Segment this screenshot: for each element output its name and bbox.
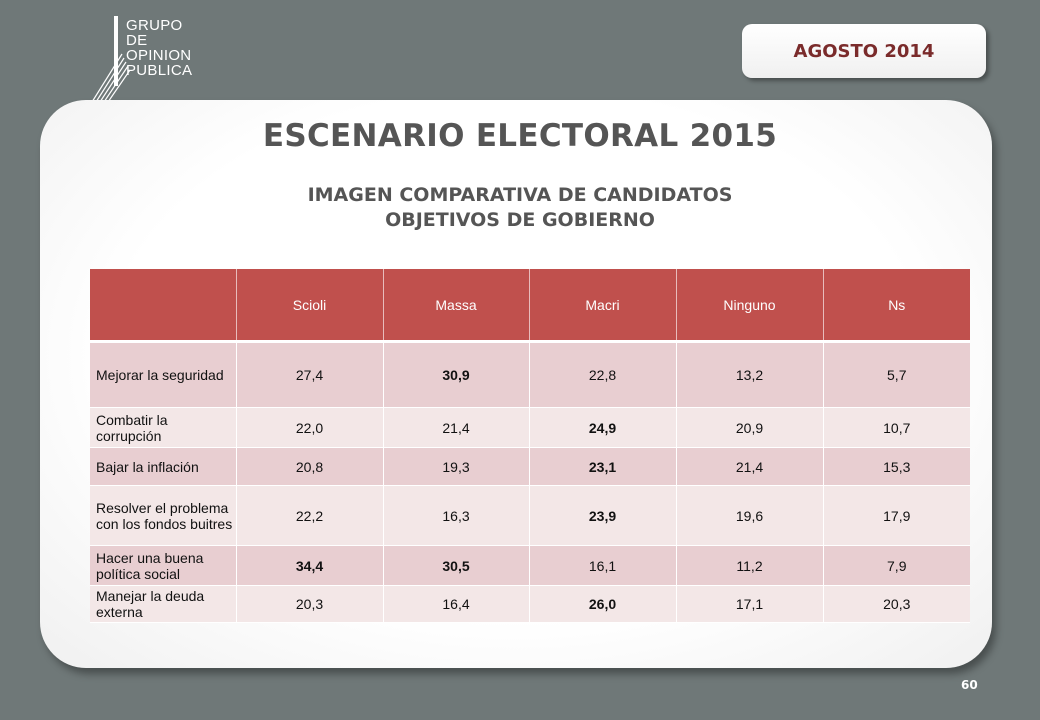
header-cell-ns: Ns [823,269,970,343]
value-cell: 23,9 [529,485,677,546]
value-cell: 22,0 [236,407,384,448]
value-cell: 13,2 [676,341,824,408]
row-label: Mejorar la seguridad [90,341,237,408]
table-row: Resolver el problema con los fondos buit… [90,485,970,546]
table-row: Mejorar la seguridad 27,4 30,9 22,8 13,2 5,7 [90,341,970,408]
value-cell: 21,4 [676,447,824,486]
value-cell: 20,3 [823,585,970,623]
table-row: Manejar la deuda externa 20,3 16,4 26,0 17,1… [90,585,970,623]
value-cell: 5,7 [823,341,970,408]
logo-line: OPINION [126,47,192,64]
logo-line: PUBLICA [126,62,193,79]
value-cell: 24,9 [529,407,677,448]
row-label: Bajar la inflación [90,447,237,486]
value-cell: 22,8 [529,341,677,408]
date-badge: AGOSTO 2014 [742,24,986,78]
row-label: Resolver el problema con los fondos buit… [90,485,237,546]
table-row: Bajar la inflación 20,8 19,3 23,1 21,4 15,3 [90,447,970,486]
value-cell: 34,4 [236,545,384,586]
value-cell: 30,9 [383,341,530,408]
header-cell-scioli: Scioli [236,269,384,343]
value-cell: 16,1 [529,545,677,586]
value-cell: 16,3 [383,485,530,546]
value-cell: 21,4 [383,407,530,448]
logo-bar [114,16,118,86]
row-label: Combatir la corrupción [90,407,237,448]
value-cell: 30,5 [383,545,530,586]
page-number: 60 [961,678,978,692]
page-title: ESCENARIO ELECTORAL 2015 [262,118,778,154]
value-cell: 16,4 [383,585,530,623]
logo-line: GRUPO [126,17,183,34]
row-label: Hacer una buena política social [90,545,237,586]
header-cell-massa: Massa [383,269,530,343]
subtitle-goals: OBJETIVOS DE GOBIERNO [385,209,655,231]
value-cell: 20,9 [676,407,824,448]
value-cell: 19,3 [383,447,530,486]
value-cell: 7,9 [823,545,970,586]
header-cell-macri: Macri [529,269,677,343]
header-cell-empty [90,269,237,343]
table-row: Hacer una buena política social 34,4 30,5 1… [90,545,970,586]
value-cell: 17,9 [823,485,970,546]
logo-text: GRUPO DE OPINION PUBLICA [126,18,192,78]
value-cell: 23,1 [529,447,677,486]
table-body: Mejorar la seguridad 27,4 30,9 22,8 13,2 5,7 … [90,341,970,623]
value-cell: 10,7 [823,407,970,448]
table-row: Combatir la corrupción 22,0 21,4 24,9 20,9 10… [90,407,970,448]
value-cell: 19,6 [676,485,824,546]
value-cell: 17,1 [676,585,824,623]
subtitle-comparison: IMAGEN COMPARATIVA DE CANDIDATOS [307,184,733,206]
logo-line: DE [126,32,148,49]
candidates-table: Scioli Massa Macri Ninguno Ns Mejorar la… [90,269,970,623]
row-label: Manejar la deuda externa [90,585,237,623]
header-cell-ninguno: Ninguno [676,269,824,343]
group-logo: GRUPO DE OPINION PUBLICA [92,14,212,104]
value-cell: 15,3 [823,447,970,486]
value-cell: 20,3 [236,585,384,623]
value-cell: 22,2 [236,485,384,546]
value-cell: 20,8 [236,447,384,486]
value-cell: 27,4 [236,341,384,408]
value-cell: 11,2 [676,545,824,586]
value-cell: 26,0 [529,585,677,623]
table-header-row: Scioli Massa Macri Ninguno Ns [90,269,970,343]
